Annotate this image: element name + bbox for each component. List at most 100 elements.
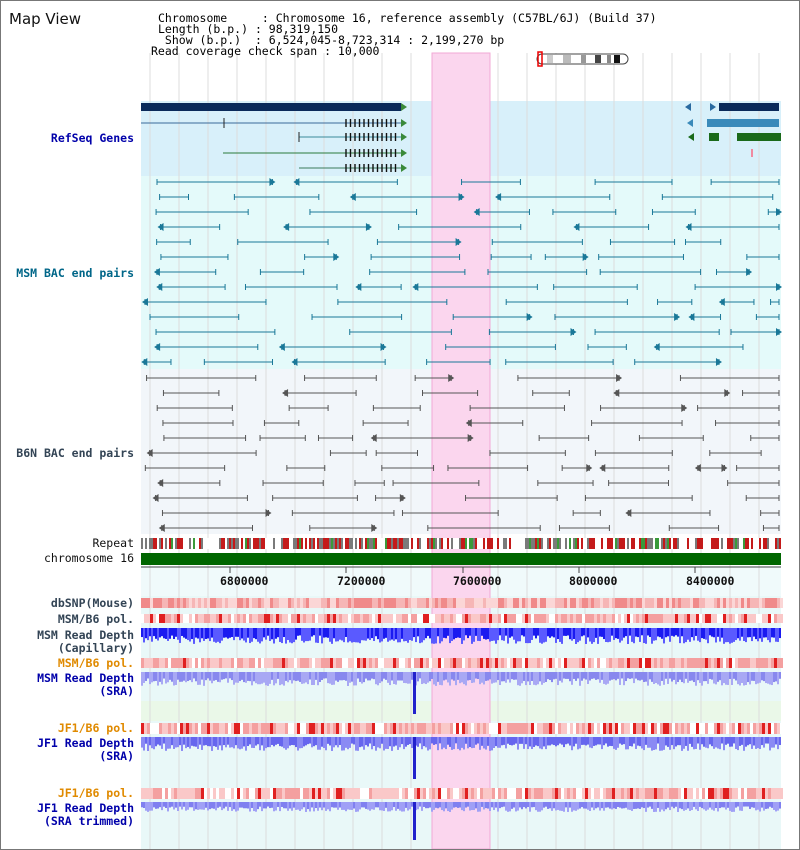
msm-pol-mark	[354, 614, 357, 623]
msm-bac-pair-arrow	[688, 313, 695, 321]
msm-pol-mark	[222, 614, 225, 623]
repeat-mark	[663, 538, 665, 549]
track-label-msm-depth-sra[interactable]: MSM Read Depth	[37, 671, 134, 685]
jf1-pol-sra-mark	[345, 723, 348, 734]
msm-capillary-depth-bar	[277, 628, 279, 638]
msm-capillary-depth-bar	[555, 628, 557, 643]
msm-sra-depth-bar	[657, 672, 659, 685]
b6n-bac-pair-arrow	[146, 449, 153, 457]
dbsnp-mark	[717, 598, 720, 608]
jf1-pol-trimmed-mark	[321, 788, 324, 799]
jf1-trimmed-depth-bar	[365, 802, 367, 809]
jf1-trimmed-depth-bar	[311, 802, 313, 808]
jf1-trimmed-depth-bar	[225, 802, 227, 807]
msm-capillary-depth-bar	[539, 628, 541, 643]
dbsnp-mark	[159, 598, 162, 608]
msm-pol-sra-mark	[435, 658, 438, 668]
jf1-sra-depth-bar	[715, 737, 717, 748]
track-label-jf1-depth-sra[interactable]: JF1 Read Depth	[37, 736, 134, 750]
dbsnp-mark	[327, 598, 330, 608]
jf1-trimmed-depth-bar	[713, 802, 715, 811]
track-label-msm-pol-capillary[interactable]: MSM/B6 pol.	[57, 612, 134, 626]
track-label-repeat[interactable]: Repeat	[92, 536, 134, 550]
jf1-pol-sra-mark	[729, 723, 732, 734]
repeat-mark	[631, 538, 633, 549]
jf1-pol-trimmed-mark	[651, 788, 654, 799]
msm-pol-mark	[654, 614, 657, 623]
msm-capillary-depth-bar	[607, 628, 609, 643]
msm-pol-sra-mark	[285, 658, 288, 668]
msm-capillary-depth-bar	[689, 628, 691, 642]
msm-capillary-depth-bar	[329, 628, 331, 642]
msm-pol-mark	[411, 614, 414, 623]
msm-pol-sra-mark	[249, 658, 252, 668]
msm-sra-depth-bar	[451, 672, 453, 680]
jf1-sra-depth-bar	[751, 737, 753, 749]
track-label-jf1-pol-sra[interactable]: JF1/B6 pol.	[57, 721, 134, 735]
track-label-msm-depth-capillary[interactable]: MSM Read Depth	[37, 628, 134, 642]
jf1-sra-depth-bar	[495, 737, 497, 747]
msm-sra-depth-bar	[773, 672, 775, 683]
track-label-dbsnp[interactable]: dbSNP(Mouse)	[50, 596, 134, 610]
repeat-mark	[237, 538, 239, 549]
msm-pol-mark	[318, 614, 321, 623]
jf1-trimmed-depth-bar	[209, 802, 211, 810]
jf1-trimmed-depth-bar	[633, 802, 635, 809]
msm-pol-sra-mark	[297, 658, 300, 668]
jf1-sra-depth-bar	[699, 737, 701, 750]
jf1-sra-depth-bar	[431, 737, 433, 744]
msm-capillary-depth-bar	[459, 628, 461, 638]
track-label-jf1-pol-trimmed[interactable]: JF1/B6 pol.	[57, 786, 134, 800]
jf1-pol-sra-mark	[702, 723, 705, 734]
jf1-pol-trimmed-mark	[417, 788, 420, 799]
msm-pol-mark	[270, 614, 273, 623]
msm-pol-mark	[231, 614, 234, 623]
track-label-jf1-depth-trimmed-sub: (SRA trimmed)	[43, 814, 134, 828]
repeat-mark	[301, 538, 303, 549]
track-label-msm-pol-sra[interactable]: MSM/B6 pol.	[57, 656, 134, 670]
jf1-trimmed-depth-bar	[287, 802, 289, 811]
repeat-mark	[403, 538, 405, 549]
jf1-trimmed-depth-bar	[145, 802, 147, 811]
msm-pol-sra-mark	[618, 658, 621, 668]
dbsnp-mark	[153, 598, 156, 608]
msm-capillary-depth-bar	[733, 628, 735, 642]
repeat-mark	[695, 538, 697, 549]
track-label-msm-bac[interactable]: MSM BAC end pairs	[16, 266, 134, 280]
jf1-pol-sra-mark	[408, 723, 411, 734]
repeat-mark	[597, 538, 599, 549]
track-label-jf1-depth-trimmed[interactable]: JF1 Read Depth	[37, 801, 134, 815]
jf1-trimmed-depth-bar	[351, 802, 353, 810]
track-label-b6n-bac[interactable]: B6N BAC end pairs	[16, 446, 134, 460]
repeat-mark	[365, 538, 367, 549]
jf1-trimmed-depth-bar	[377, 802, 379, 808]
jf1-sra-depth-bar	[511, 737, 513, 746]
msm-sra-depth-bar	[663, 672, 665, 685]
repeat-mark	[337, 538, 339, 549]
msm-bac-pair-arrow	[458, 193, 465, 201]
msm-pol-sra-mark	[180, 658, 183, 668]
msm-sra-depth-bar	[495, 672, 497, 683]
jf1-pol-sra-mark	[492, 723, 495, 734]
msm-pol-sra-mark	[552, 658, 555, 668]
msm-pol-sra-mark	[210, 658, 213, 668]
dbsnp-mark	[744, 598, 747, 608]
repeat-mark	[427, 538, 429, 549]
track-label-refseq[interactable]: RefSeq Genes	[50, 131, 134, 145]
msm-sra-depth-bar	[521, 672, 523, 684]
msm-pol-mark	[495, 614, 498, 623]
msm-pol-sra-mark	[732, 658, 735, 668]
jf1-trimmed-depth-bar	[179, 802, 181, 807]
jf1-sra-depth-bar	[235, 737, 237, 746]
repeat-mark	[309, 538, 311, 549]
dbsnp-mark	[243, 598, 246, 608]
repeat-mark	[265, 538, 267, 549]
msm-capillary-depth-bar	[719, 628, 721, 642]
jf1-pol-sra-mark	[201, 723, 204, 734]
jf1-trimmed-depth-bar	[303, 802, 305, 808]
jf1-pol-trimmed-mark	[237, 788, 240, 799]
msm-pol-sra-mark	[531, 658, 534, 668]
jf1-pol-trimmed-mark	[579, 788, 582, 799]
jf1-pol-trimmed-mark	[429, 788, 432, 799]
